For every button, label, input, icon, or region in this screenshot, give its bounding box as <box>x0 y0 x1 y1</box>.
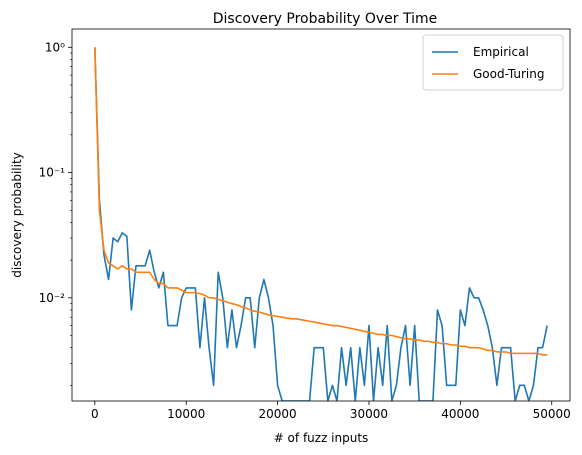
legend: Empirical Good-Turing <box>422 34 564 91</box>
legend-box <box>422 34 564 91</box>
x-tick-label: 40000 <box>441 407 479 421</box>
series-line-empirical <box>94 47 548 401</box>
x-tick-label: 10000 <box>167 407 205 421</box>
y-tick-label: 10⁻² <box>39 291 66 305</box>
y-tick-label: 10⁰ <box>45 40 65 54</box>
chart-title: Discovery Probability Over Time <box>213 11 437 27</box>
plot-area-frame <box>71 28 571 402</box>
x-tick-label: 50000 <box>533 407 571 421</box>
x-tick-label: 0 <box>91 407 99 421</box>
x-tick-label: 20000 <box>259 407 297 421</box>
series-layer <box>94 47 548 401</box>
x-tick-label: 30000 <box>350 407 388 421</box>
y-axis: 10⁻² 10⁻¹ 10⁰ <box>39 40 72 386</box>
x-axis-label: # of fuzz inputs <box>274 431 369 445</box>
series-line-good-turing <box>94 47 548 356</box>
y-axis-label: discovery probability <box>10 152 24 278</box>
y-tick-label: 10⁻¹ <box>39 166 66 180</box>
legend-label-good-turing: Good-Turing <box>473 67 544 81</box>
legend-label-empirical: Empirical <box>473 45 529 59</box>
x-axis: 0 10000 20000 30000 40000 50000 <box>91 401 571 421</box>
